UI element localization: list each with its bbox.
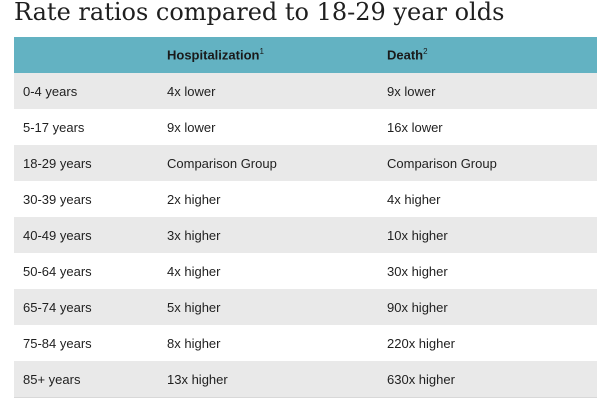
death-cell: 16x lower (387, 109, 597, 145)
death-cell: 30x higher (387, 253, 597, 289)
table-row: 65-74 years 5x higher 90x higher (14, 289, 597, 325)
header-hospitalization: Hospitalization1 (167, 37, 387, 73)
footnote-2-marker: 2 (423, 47, 428, 57)
death-cell: 630x higher (387, 361, 597, 398)
age-group-cell: 30-39 years (14, 181, 167, 217)
age-group-cell: 75-84 years (14, 325, 167, 361)
rate-ratio-table: Hospitalization1 Death2 0-4 years 4x low… (14, 37, 597, 398)
hospitalization-cell: 8x higher (167, 325, 387, 361)
hospitalization-cell: 2x higher (167, 181, 387, 217)
table-row: 50-64 years 4x higher 30x higher (14, 253, 597, 289)
hospitalization-cell: 13x higher (167, 361, 387, 398)
footnote-1-marker: 1 (259, 47, 264, 57)
death-cell: 4x higher (387, 181, 597, 217)
hospitalization-cell: Comparison Group (167, 145, 387, 181)
table-row: 85+ years 13x higher 630x higher (14, 361, 597, 398)
age-group-cell: 65-74 years (14, 289, 167, 325)
death-cell: 9x lower (387, 73, 597, 109)
death-cell: 90x higher (387, 289, 597, 325)
hospitalization-cell: 4x higher (167, 253, 387, 289)
death-cell: 220x higher (387, 325, 597, 361)
table-header-row: Hospitalization1 Death2 (14, 37, 597, 73)
table-row: 30-39 years 2x higher 4x higher (14, 181, 597, 217)
age-group-cell: 18-29 years (14, 145, 167, 181)
age-group-cell: 5-17 years (14, 109, 167, 145)
age-group-cell: 40-49 years (14, 217, 167, 253)
header-hospitalization-label: Hospitalization (167, 47, 260, 63)
table-row: 5-17 years 9x lower 16x lower (14, 109, 597, 145)
hospitalization-cell: 9x lower (167, 109, 387, 145)
table-row: 18-29 years Comparison Group Comparison … (14, 145, 597, 181)
header-death-label: Death (387, 47, 424, 63)
death-cell: 10x higher (387, 217, 597, 253)
hospitalization-cell: 4x lower (167, 73, 387, 109)
age-group-cell: 85+ years (14, 361, 167, 398)
page-title: Rate ratios compared to 18-29 year olds (14, 0, 505, 26)
header-death: Death2 (387, 37, 597, 73)
age-group-cell: 0-4 years (14, 73, 167, 109)
table-row: 75-84 years 8x higher 220x higher (14, 325, 597, 361)
header-age-group (14, 37, 167, 73)
table-row: 0-4 years 4x lower 9x lower (14, 73, 597, 109)
death-cell: Comparison Group (387, 145, 597, 181)
hospitalization-cell: 3x higher (167, 217, 387, 253)
table-row: 40-49 years 3x higher 10x higher (14, 217, 597, 253)
age-group-cell: 50-64 years (14, 253, 167, 289)
hospitalization-cell: 5x higher (167, 289, 387, 325)
